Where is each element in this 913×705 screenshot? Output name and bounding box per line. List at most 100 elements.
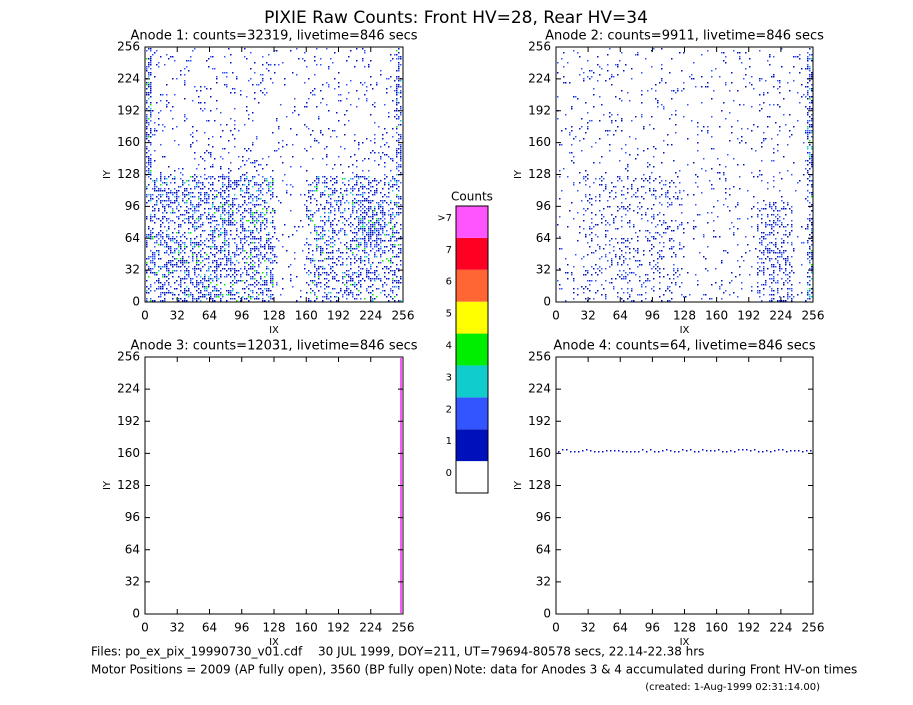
count-dot	[180, 252, 182, 254]
count-dot	[164, 246, 166, 248]
count-dot	[573, 266, 575, 268]
count-dot	[376, 82, 378, 84]
count-dot	[242, 212, 244, 214]
count-dot	[352, 194, 354, 196]
count-dot	[254, 182, 256, 184]
count-dot	[338, 86, 340, 88]
count-dot	[641, 116, 643, 118]
count-dot	[354, 134, 356, 136]
count-dot	[390, 258, 392, 260]
count-dot	[617, 126, 619, 128]
count-dot	[785, 258, 787, 260]
count-dot	[364, 260, 366, 262]
count-dot	[196, 290, 198, 292]
count-dot	[160, 224, 162, 226]
count-dot	[396, 194, 398, 196]
count-dot	[334, 262, 336, 264]
count-dot	[783, 282, 785, 284]
count-dot	[344, 134, 346, 136]
count-dot	[164, 176, 166, 178]
count-dot	[366, 270, 368, 272]
count-dot	[204, 258, 206, 260]
count-dot	[398, 144, 400, 146]
count-dot	[170, 212, 172, 214]
count-dot	[655, 98, 657, 100]
count-dot	[613, 222, 615, 224]
count-dot	[725, 250, 727, 252]
count-dot	[252, 260, 254, 262]
count-dot	[286, 192, 288, 194]
count-dot	[665, 184, 667, 186]
count-dot	[386, 234, 388, 236]
count-dot	[272, 226, 274, 228]
count-dot	[649, 240, 651, 242]
count-dot	[378, 244, 380, 246]
count-dot	[176, 216, 178, 218]
count-dot	[232, 210, 234, 212]
count-dot	[585, 236, 587, 238]
count-dot	[799, 180, 801, 182]
count-dot	[783, 258, 785, 260]
count-dot	[276, 150, 278, 152]
count-dot	[783, 114, 785, 116]
count-dot	[807, 190, 809, 192]
count-dot	[160, 190, 162, 192]
count-dot	[160, 294, 162, 296]
count-dot	[769, 260, 771, 262]
count-dot	[146, 126, 148, 128]
count-dot	[593, 88, 595, 90]
count-dot	[360, 222, 362, 224]
count-dot	[623, 208, 625, 210]
count-dot	[258, 272, 260, 274]
count-dot	[641, 286, 643, 288]
count-dot	[394, 274, 396, 276]
count-dot	[811, 88, 813, 90]
count-dot	[310, 198, 312, 200]
count-dot	[631, 186, 633, 188]
count-dot	[675, 282, 677, 284]
count-dot	[174, 178, 176, 180]
count-dot	[192, 126, 194, 128]
count-dot	[220, 228, 222, 230]
count-dot	[210, 178, 212, 180]
count-dot	[334, 276, 336, 278]
count-dot	[156, 240, 158, 242]
count-dot	[390, 158, 392, 160]
count-dot	[304, 204, 306, 206]
count-dot	[693, 226, 695, 228]
count-dot	[785, 280, 787, 282]
count-dot	[212, 290, 214, 292]
count-dot	[763, 92, 765, 94]
count-dot	[204, 296, 206, 298]
count-dot	[773, 104, 775, 106]
count-dot	[378, 234, 380, 236]
count-dot	[811, 54, 813, 56]
count-dot	[368, 292, 370, 294]
count-dot	[164, 206, 166, 208]
count-dot	[378, 206, 380, 208]
count-dot	[366, 244, 368, 246]
count-dot	[761, 270, 763, 272]
count-dot	[384, 294, 386, 296]
count-dot	[244, 164, 246, 166]
count-dot	[220, 166, 222, 168]
count-dot	[751, 84, 753, 86]
count-dot	[585, 176, 587, 178]
count-dot	[376, 296, 378, 298]
count-dot	[342, 182, 344, 184]
count-dot	[208, 294, 210, 296]
count-dot	[725, 198, 727, 200]
count-dot	[262, 92, 264, 94]
count-dot	[250, 296, 252, 298]
count-dot	[649, 190, 651, 192]
count-dot	[388, 278, 390, 280]
count-dot	[390, 266, 392, 268]
count-dot	[659, 250, 661, 252]
count-dot	[791, 206, 793, 208]
count-dot	[212, 280, 214, 282]
count-dot	[148, 236, 150, 238]
count-dot	[809, 290, 811, 292]
count-dot	[773, 74, 775, 76]
count-dot	[200, 226, 202, 228]
count-dot	[172, 264, 174, 266]
